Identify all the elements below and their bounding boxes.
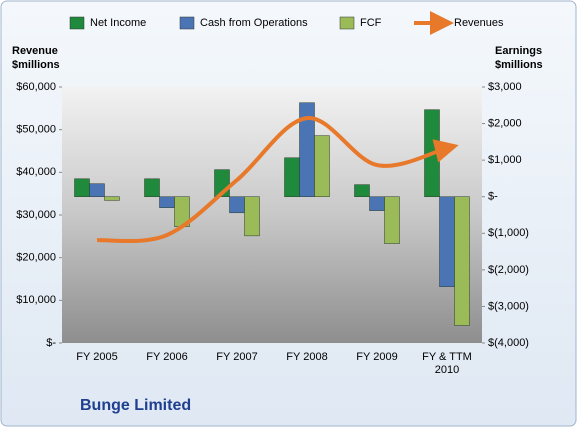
y2-tick-label: $(3,000) xyxy=(488,300,529,312)
bar xyxy=(454,196,470,326)
y-axis-label: Revenue $millions xyxy=(12,45,60,71)
x-tick-label: FY 2005 xyxy=(76,351,118,363)
bar xyxy=(144,178,160,197)
bar xyxy=(284,157,300,197)
legend-swatch xyxy=(339,16,355,30)
chart-title: Bunge Limited xyxy=(80,397,191,414)
bar xyxy=(104,196,120,201)
bar xyxy=(439,196,455,287)
bar xyxy=(369,196,385,211)
y2-tick-label: $- xyxy=(488,191,498,203)
y-tick-label: $20,000 xyxy=(16,252,56,264)
y2-tick-label: $1,000 xyxy=(488,154,522,166)
x-tick-label: FY 2006 xyxy=(146,351,188,363)
y2-tick-label: $(4,000) xyxy=(488,337,529,349)
legend-label: Net Income xyxy=(90,17,146,29)
y2-tick-label: $(1,000) xyxy=(488,227,529,239)
y-tick-label: $50,000 xyxy=(16,124,56,136)
plot-area xyxy=(62,87,482,343)
x-tick-label: FY 2008 xyxy=(286,351,328,363)
legend-label: Cash from Operations xyxy=(200,17,308,29)
y2-tick-label: $3,000 xyxy=(488,81,522,93)
y-tick-label: $30,000 xyxy=(16,209,56,221)
y2-tick-label: $(2,000) xyxy=(488,264,529,276)
bar xyxy=(384,196,400,244)
y-tick-label: $60,000 xyxy=(16,81,56,93)
bar xyxy=(229,196,245,214)
y2-axis-label: Earnings $millions xyxy=(495,45,543,71)
legend-label: Revenues xyxy=(454,17,504,29)
bar xyxy=(354,184,370,197)
bar xyxy=(314,135,330,197)
x-tick-label: FY 2009 xyxy=(356,351,398,363)
y-tick-label: $- xyxy=(46,337,56,349)
y-tick-label: $10,000 xyxy=(16,294,56,306)
bar xyxy=(74,178,90,197)
bar xyxy=(89,183,105,197)
y2-tick-label: $2,000 xyxy=(488,117,522,129)
bar xyxy=(159,196,175,208)
legend-label: FCF xyxy=(360,17,382,29)
x-tick-label: FY & TTM 2010 xyxy=(422,351,472,376)
legend-swatch xyxy=(179,16,195,30)
bar xyxy=(244,196,260,237)
legend-swatch xyxy=(69,16,85,30)
line xyxy=(96,116,459,244)
y-tick-label: $40,000 xyxy=(16,166,56,178)
x-tick-label: FY 2007 xyxy=(216,351,258,363)
